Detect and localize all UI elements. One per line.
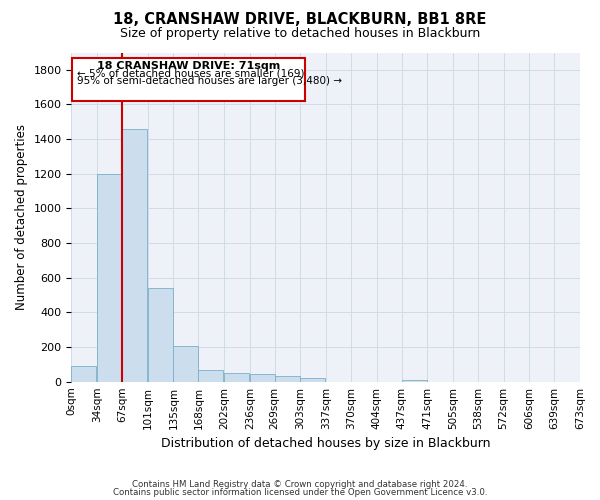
Text: Size of property relative to detached houses in Blackburn: Size of property relative to detached ho… [120, 28, 480, 40]
X-axis label: Distribution of detached houses by size in Blackburn: Distribution of detached houses by size … [161, 437, 490, 450]
Bar [250, 374, 275, 382]
Bar [148, 288, 173, 382]
Bar [71, 366, 97, 382]
Text: Contains HM Land Registry data © Crown copyright and database right 2024.: Contains HM Land Registry data © Crown c… [132, 480, 468, 489]
Bar [275, 376, 299, 382]
Y-axis label: Number of detached properties: Number of detached properties [15, 124, 28, 310]
Bar [122, 128, 147, 382]
Text: Contains public sector information licensed under the Open Government Licence v3: Contains public sector information licen… [113, 488, 487, 497]
Text: 95% of semi-detached houses are larger (3,480) →: 95% of semi-detached houses are larger (… [77, 76, 343, 86]
Text: 18 CRANSHAW DRIVE: 71sqm: 18 CRANSHAW DRIVE: 71sqm [97, 61, 280, 71]
Bar [224, 373, 249, 382]
Text: 18, CRANSHAW DRIVE, BLACKBURN, BB1 8RE: 18, CRANSHAW DRIVE, BLACKBURN, BB1 8RE [113, 12, 487, 28]
Bar [97, 174, 122, 382]
FancyBboxPatch shape [72, 58, 305, 102]
Bar [173, 346, 199, 382]
Bar [401, 380, 427, 382]
Text: ← 5% of detached houses are smaller (169): ← 5% of detached houses are smaller (169… [77, 68, 305, 78]
Bar [301, 378, 325, 382]
Bar [199, 370, 223, 382]
